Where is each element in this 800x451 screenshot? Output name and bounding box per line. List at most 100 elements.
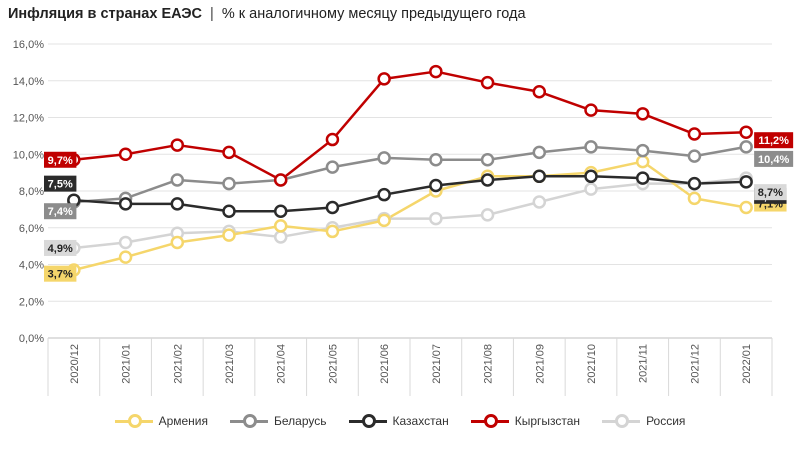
data-label-bg (754, 150, 794, 167)
data-point (739, 125, 753, 139)
x-tick-label: 2021/09 (534, 344, 546, 384)
data-point (532, 145, 547, 160)
data-point (635, 107, 650, 121)
data-point (377, 72, 391, 86)
legend-swatch (114, 415, 153, 427)
chart-legend: Армения Беларусь Казахстан Кыргызстан Россия (0, 414, 800, 428)
x-tick-label: 2021/12 (689, 344, 701, 384)
y-tick-label: 14,0% (13, 76, 44, 88)
data-point (429, 211, 443, 226)
data-label: 11,2% (758, 135, 789, 147)
data-label: 7,5% (48, 179, 73, 191)
series-line (73, 160, 747, 272)
series-line (73, 70, 747, 182)
data-label: 10,4% (758, 154, 789, 166)
data-point (273, 219, 288, 233)
data-point (532, 169, 547, 184)
data-point (118, 250, 133, 264)
data-label: 3,7% (48, 269, 73, 281)
data-point (170, 197, 185, 211)
series-line (73, 175, 747, 213)
legend-label: Россия (646, 414, 686, 428)
data-point (377, 151, 391, 165)
data-point (170, 235, 185, 250)
data-label: 4,9% (48, 243, 73, 255)
data-point (429, 64, 443, 79)
x-tick-label: 2021/06 (379, 344, 391, 384)
data-point (635, 143, 650, 158)
data-label-bg (44, 239, 77, 256)
x-tick-label: 2021/10 (586, 344, 598, 384)
data-point (118, 147, 133, 161)
y-tick-label: 4,0% (19, 260, 44, 272)
data-point (532, 85, 547, 99)
y-tick-label: 12,0% (13, 113, 44, 125)
chart-title: Инфляция в странах ЕАЭС | % к аналогично… (8, 6, 526, 22)
data-point (325, 224, 340, 239)
y-tick-label: 2,0% (19, 296, 44, 308)
x-tick-label: 2021/11 (638, 344, 650, 383)
legend-swatch (348, 415, 387, 427)
legend-label: Беларусь (274, 414, 327, 428)
data-label-bg (754, 132, 794, 149)
chart-title-main: Инфляция в странах ЕАЭС (8, 6, 203, 22)
data-point (325, 132, 340, 147)
y-tick-label: 6,0% (19, 223, 44, 235)
data-point (325, 160, 340, 174)
legend-swatch (602, 415, 641, 427)
data-point (635, 154, 650, 169)
data-label: 8,7% (758, 187, 783, 199)
data-point (687, 127, 702, 141)
x-tick-label: 2021/03 (224, 344, 236, 384)
y-tick-label: 10,0% (13, 149, 44, 161)
legend-item: Армения (114, 414, 208, 428)
legend-swatch (230, 415, 269, 427)
data-label-bg (44, 265, 77, 282)
data-point (170, 138, 185, 152)
data-point (222, 204, 236, 218)
data-point (635, 171, 650, 185)
data-point (118, 235, 133, 250)
data-point (687, 176, 702, 191)
data-point (222, 145, 236, 160)
data-point (429, 178, 443, 193)
data-point (687, 149, 702, 163)
data-point (739, 200, 753, 215)
legend-label: Кыргызстан (514, 414, 581, 428)
data-point (584, 103, 598, 117)
x-tick-label: 2021/07 (431, 344, 443, 384)
data-point (377, 187, 391, 202)
data-point (739, 140, 753, 154)
data-point (222, 176, 236, 191)
data-label-bg (44, 151, 77, 168)
data-point (739, 175, 753, 189)
data-point (480, 153, 495, 167)
x-tick-label: 2021/08 (483, 344, 495, 384)
data-label: 9,7% (48, 155, 73, 167)
data-point (480, 208, 495, 222)
data-point (687, 191, 702, 206)
chart-title-subtitle: % к аналогичному месяцу предыдущего года (221, 6, 526, 22)
x-tick-label: 2020/12 (69, 344, 81, 384)
data-point (377, 213, 391, 228)
data-point (118, 197, 133, 211)
data-point (222, 228, 236, 242)
series-line (73, 176, 747, 250)
data-point (325, 200, 340, 215)
legend-swatch (470, 415, 509, 427)
x-tick-label: 2021/04 (276, 344, 288, 384)
data-point (584, 182, 598, 196)
data-point (273, 173, 288, 187)
legend-item: Беларусь (230, 414, 327, 428)
legend-item: Кыргызстан (470, 414, 581, 428)
data-label-bg (754, 184, 787, 201)
data-point (273, 230, 288, 244)
data-point (584, 140, 598, 154)
series-line (73, 145, 747, 204)
legend-item: Россия (602, 414, 685, 428)
x-tick-label: 2021/02 (172, 344, 184, 384)
data-point (429, 153, 443, 167)
legend-item: Казахстан (348, 414, 449, 428)
chart-title-separator: | (210, 6, 214, 22)
data-label-bg (44, 203, 77, 220)
